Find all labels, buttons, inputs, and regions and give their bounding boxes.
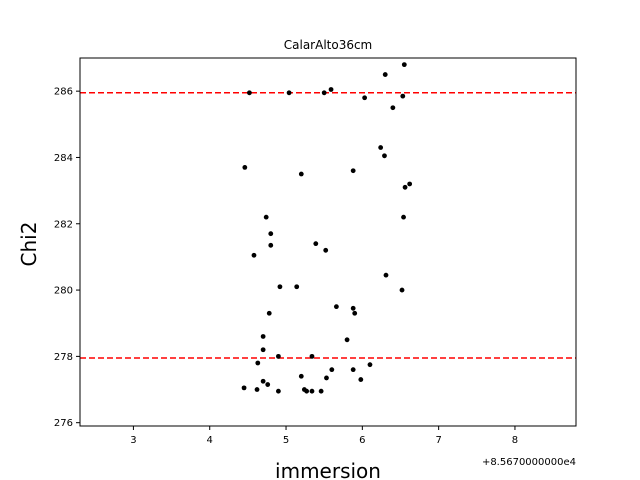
y-tick-label: 276 [54,418,73,429]
data-point [247,90,252,96]
data-point [362,95,368,101]
x-axis-ticks: 3 4 5 6 7 8 [130,426,518,446]
y-tick-label: 282 [54,219,73,230]
data-point [382,153,387,159]
data-point [251,252,257,258]
data-point [378,145,384,150]
data-point [390,105,396,111]
data-point [400,93,406,99]
data-point [268,242,274,248]
data-point [321,90,327,96]
data-point [350,305,356,311]
data-point [402,184,408,190]
data-point [241,385,247,391]
y-axis-label: Chi2 [17,222,41,267]
x-tick-label: 8 [512,435,518,446]
data-point [344,337,350,343]
x-tick-label: 6 [359,435,365,446]
data-point [383,272,389,278]
data-point [323,247,329,253]
data-point [324,375,329,381]
data-point [277,284,283,290]
y-tick-label: 284 [54,153,73,164]
data-point [328,87,334,92]
y-tick-label: 286 [54,87,73,98]
data-point [254,387,260,392]
data-point [294,284,300,290]
data-point [358,377,364,382]
data-point [313,241,319,247]
y-tick-label: 280 [54,286,73,297]
data-point [382,72,388,77]
x-axis-label: immersion [275,459,381,480]
data-point [276,388,281,394]
scatter-points [241,62,413,394]
data-point [401,214,406,220]
data-point [265,382,271,387]
data-point [260,334,266,339]
x-axis-offset-label: +8.5670000000e4 [482,457,576,468]
x-tick-label: 5 [283,435,289,446]
data-point [352,310,358,316]
data-point [309,353,315,359]
data-point [255,360,261,366]
data-point [242,165,248,170]
x-tick-label: 4 [207,435,213,446]
chart-title: CalarAlto36cm [284,38,373,52]
data-point [401,62,407,68]
data-point [350,367,356,373]
data-point [276,353,281,359]
data-point [309,388,315,394]
y-tick-label: 278 [54,352,73,363]
reference-lines [80,92,576,359]
data-point [263,214,269,220]
data-point [298,171,304,177]
data-point [260,378,266,384]
data-point [350,168,356,174]
data-point [399,287,405,293]
data-point [298,373,304,379]
data-point [318,388,324,394]
data-point [286,90,292,96]
data-point [367,362,373,368]
data-point [304,388,310,394]
x-tick-label: 7 [435,435,441,446]
data-point [260,347,266,353]
data-point [329,367,335,373]
data-point [407,181,413,187]
data-point [266,310,272,316]
y-axis-ticks: 276 278 280 282 284 286 [54,87,80,429]
x-tick-label: 3 [130,435,136,446]
data-point [268,231,274,237]
data-point [333,304,339,310]
plot-frame [79,57,577,427]
